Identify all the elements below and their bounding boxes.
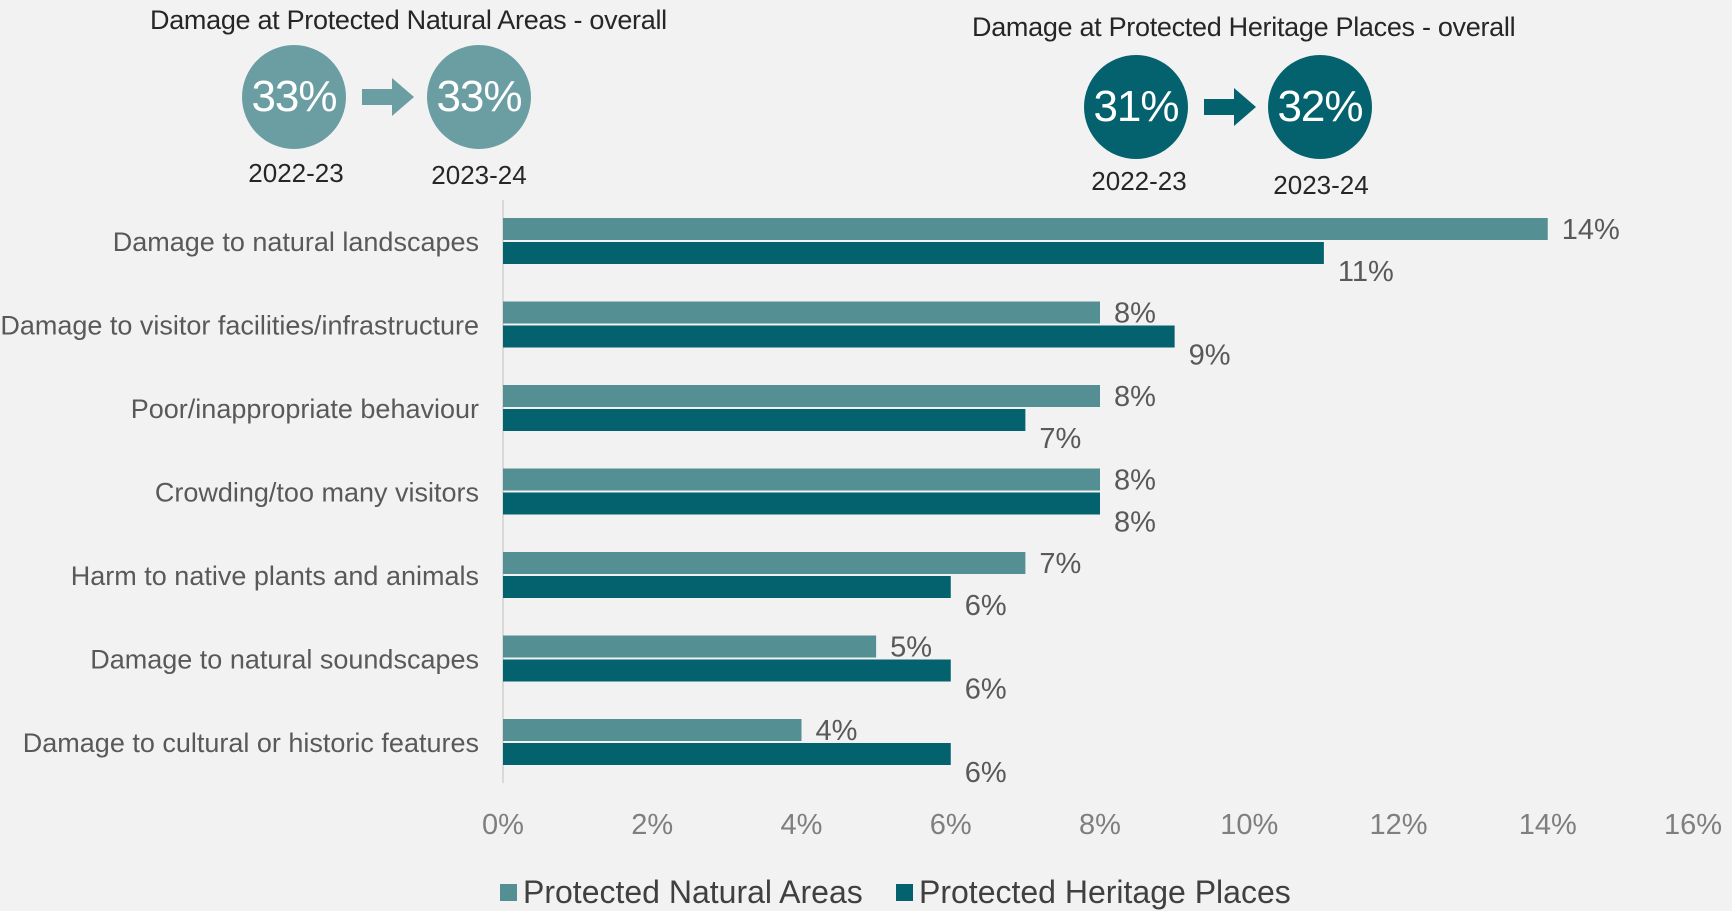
x-tick-label: 6% — [930, 809, 972, 841]
kpi-natural-arrow-icon — [362, 78, 414, 121]
bar-natural-damage-to-natural-landscapes — [503, 218, 1548, 240]
x-tick-label: 4% — [781, 809, 823, 841]
legend-label-natural: Protected Natural Areas — [523, 874, 863, 910]
category-label-harm-to-native-plants-and-animals: Harm to native plants and animals — [71, 561, 479, 591]
data-label-heritage-damage-to-visitor-facilities-infrastructure: 9% — [1189, 340, 1231, 372]
category-label-crowding-too-many-visitors: Crowding/too many visitors — [155, 478, 479, 508]
bar-natural-damage-to-cultural-or-historic-features — [503, 719, 802, 741]
kpi-heritage-2022-year: 2022-23 — [1091, 166, 1187, 196]
chart-legend: Protected Natural Areas Protected Herita… — [0, 874, 1732, 911]
data-label-natural-crowding-too-many-visitors: 8% — [1114, 465, 1156, 497]
legend-label-heritage: Protected Heritage Places — [919, 874, 1291, 910]
legend-swatch-heritage — [896, 884, 913, 901]
legend-item-heritage: Protected Heritage Places — [896, 874, 1291, 911]
data-label-heritage-damage-to-cultural-or-historic-features: 6% — [965, 757, 1007, 789]
kpi-heritage-2023-year: 2023-24 — [1273, 170, 1369, 200]
bar-heritage-damage-to-visitor-facilities-infrastructure — [503, 325, 1175, 348]
kpi-natural-title: Damage at Protected Natural Areas - over… — [150, 5, 667, 35]
bar-heritage-damage-to-natural-soundscapes — [503, 659, 951, 682]
data-label-natural-damage-to-natural-soundscapes: 5% — [890, 632, 932, 664]
x-tick-label: 2% — [631, 809, 673, 841]
x-tick-label: 14% — [1519, 809, 1577, 841]
bar-chart: Damage to natural landscapes 14% 11% Damage… — [0, 200, 1722, 841]
x-tick-label: 8% — [1079, 809, 1121, 841]
bar-heritage-damage-to-cultural-or-historic-features — [503, 743, 951, 765]
x-tick-label: 0% — [482, 809, 524, 841]
data-label-natural-damage-to-cultural-or-historic-features: 4% — [816, 715, 858, 747]
x-tick-label: 12% — [1369, 809, 1427, 841]
bar-natural-harm-to-native-plants-and-animals — [503, 552, 1026, 574]
bar-natural-crowding-too-many-visitors — [503, 468, 1100, 491]
bar-heritage-damage-to-natural-landscapes — [503, 242, 1324, 264]
kpi-heritage-2022-circle: 31% — [1084, 55, 1188, 159]
data-label-natural-damage-to-natural-landscapes: 14% — [1562, 214, 1620, 246]
data-label-heritage-harm-to-native-plants-and-animals: 6% — [965, 590, 1007, 622]
category-label-damage-to-natural-landscapes: Damage to natural landscapes — [113, 227, 479, 257]
kpi-natural-2022-circle: 33% — [242, 45, 346, 149]
kpi-natural-2023-year: 2023-24 — [431, 160, 527, 190]
kpi-natural-2023-circle: 33% — [427, 45, 531, 149]
kpi-natural-2022-year: 2022-23 — [248, 158, 344, 188]
bar-natural-damage-to-visitor-facilities-infrastructure — [503, 301, 1100, 324]
legend-swatch-natural — [500, 884, 517, 901]
kpi-heritage-arrow-icon — [1204, 88, 1256, 131]
bar-natural-poor-inappropriate-behaviour — [503, 385, 1100, 407]
data-label-heritage-damage-to-natural-landscapes: 11% — [1338, 256, 1394, 288]
data-label-heritage-poor-inappropriate-behaviour: 7% — [1039, 423, 1081, 455]
bar-natural-damage-to-natural-soundscapes — [503, 635, 877, 658]
category-label-damage-to-natural-soundscapes: Damage to natural soundscapes — [90, 645, 479, 675]
category-label-damage-to-visitor-facilities-infrastructure: Damage to visitor facilities/infrastruct… — [0, 311, 479, 341]
kpi-heritage-title: Damage at Protected Heritage Places - ov… — [972, 12, 1516, 42]
data-label-heritage-crowding-too-many-visitors: 8% — [1114, 507, 1156, 539]
x-tick-label: 10% — [1220, 809, 1278, 841]
bar-heritage-poor-inappropriate-behaviour — [503, 409, 1026, 431]
kpi-heritage-2023-circle: 32% — [1268, 55, 1372, 159]
category-label-poor-inappropriate-behaviour: Poor/inappropriate behaviour — [131, 394, 479, 424]
legend-item-natural: Protected Natural Areas — [500, 874, 863, 911]
data-label-natural-harm-to-native-plants-and-animals: 7% — [1039, 548, 1081, 580]
bar-heritage-harm-to-native-plants-and-animals — [503, 576, 951, 598]
data-label-heritage-damage-to-natural-soundscapes: 6% — [965, 674, 1007, 706]
data-label-natural-damage-to-visitor-facilities-infrastructure: 8% — [1114, 298, 1156, 330]
x-tick-label: 16% — [1664, 809, 1722, 841]
data-label-natural-poor-inappropriate-behaviour: 8% — [1114, 381, 1156, 413]
category-label-damage-to-cultural-or-historic-features: Damage to cultural or historic features — [23, 728, 479, 758]
bar-heritage-crowding-too-many-visitors — [503, 492, 1100, 515]
